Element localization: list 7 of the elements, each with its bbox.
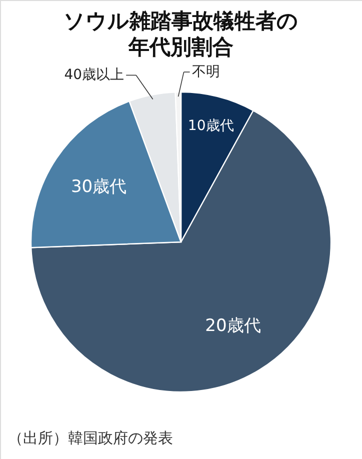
text: （出所）韓国政府の発表 [8,429,173,447]
chart-title: ソウル雑踏事故犠牲者の年代別割合 [64,9,298,59]
slice-label: 不明 [192,64,220,80]
slice-label: 20歳代 [205,316,261,336]
slice-label: 10歳代 [188,118,234,134]
slice-label: 30歳代 [70,176,127,197]
slice-label: 40歳以上 [64,67,124,84]
